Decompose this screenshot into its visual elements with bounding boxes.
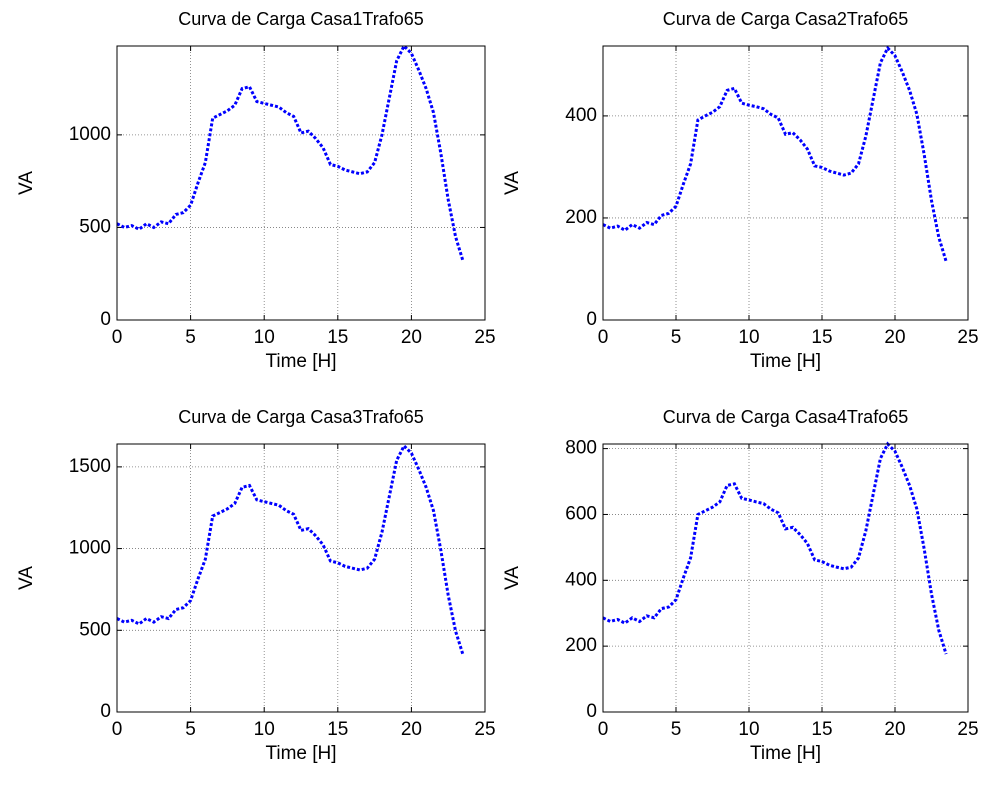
subplot: 0 5 10 15 20 25 0 500 1000 1500 Curva de Carga Cas… <box>16 407 496 764</box>
y-tick-label: 500 <box>79 216 111 237</box>
chart-title: Curva de Carga Casa3Trafo65 <box>178 407 423 427</box>
y-axis-label: VA <box>16 171 37 195</box>
y-tick-label: 200 <box>565 635 597 656</box>
x-tick-label: 15 <box>327 719 348 740</box>
x-tick-label: 0 <box>598 327 609 348</box>
y-tick-label: 1500 <box>69 456 111 477</box>
x-tick-label: 10 <box>738 327 759 348</box>
x-axis-label: Time [H] <box>265 743 336 764</box>
x-tick-label: 0 <box>598 719 609 740</box>
plot-area <box>117 444 485 712</box>
y-tick-label: 0 <box>586 309 597 330</box>
y-tick-label: 0 <box>100 701 111 722</box>
y-axis-label: VA <box>502 171 523 195</box>
x-tick-label: 25 <box>474 719 495 740</box>
x-tick-label: 5 <box>671 327 682 348</box>
x-tick-label: 25 <box>957 327 978 348</box>
x-tick-label: 0 <box>112 327 123 348</box>
data-line <box>602 45 948 262</box>
plot-area <box>603 46 968 320</box>
plot-area <box>603 444 968 712</box>
x-tick-label: 5 <box>671 719 682 740</box>
x-tick-label: 25 <box>474 327 495 348</box>
y-tick-label: 1000 <box>69 124 111 145</box>
x-tick-label: 20 <box>401 327 422 348</box>
x-tick-label: 20 <box>884 327 905 348</box>
data-line <box>602 441 948 655</box>
y-tick-label: 600 <box>565 503 597 524</box>
subplot: 0 5 10 15 20 25 0 200 400 600 800 Curva de Carga Ca… <box>502 407 979 764</box>
y-axis-label: VA <box>502 566 523 590</box>
axes-box <box>116 443 486 713</box>
x-tick-label: 10 <box>254 719 275 740</box>
x-tick-label: 5 <box>185 327 196 348</box>
y-axis-label: VA <box>16 566 37 590</box>
x-axis-label: Time [H] <box>750 743 821 764</box>
plot-area <box>117 46 485 320</box>
subplot: 0 5 10 15 20 25 0 200 400 Curva de Carga Casa2Tra… <box>502 9 979 372</box>
x-tick-label: 10 <box>254 327 275 348</box>
chart-title: Curva de Carga Casa4Trafo65 <box>663 407 908 427</box>
y-tick-label: 0 <box>586 701 597 722</box>
y-tick-label: 0 <box>100 309 111 330</box>
y-tick-label: 400 <box>565 569 597 590</box>
data-line <box>116 443 465 655</box>
x-tick-label: 20 <box>884 719 905 740</box>
y-tick-label: 800 <box>565 438 597 459</box>
subplot: 0 5 10 15 20 25 0 500 1000 Curva de Carga Casa1Tr… <box>16 9 496 372</box>
x-tick-label: 15 <box>811 719 832 740</box>
chart-title: Curva de Carga Casa1Trafo65 <box>178 9 423 29</box>
x-tick-label: 0 <box>112 719 123 740</box>
x-axis-label: Time [H] <box>265 351 336 372</box>
x-tick-label: 15 <box>327 327 348 348</box>
x-tick-label: 20 <box>401 719 422 740</box>
x-tick-label: 15 <box>811 327 832 348</box>
y-tick-label: 500 <box>79 619 111 640</box>
x-tick-label: 25 <box>957 719 978 740</box>
data-line <box>116 43 465 262</box>
chart-title: Curva de Carga Casa2Trafo65 <box>663 9 908 29</box>
y-tick-label: 400 <box>565 105 597 126</box>
y-tick-label: 200 <box>565 207 597 228</box>
axes-box <box>602 45 969 321</box>
axes-box <box>116 45 486 321</box>
x-tick-label: 5 <box>185 719 196 740</box>
x-tick-label: 10 <box>738 719 759 740</box>
axes-box <box>602 443 969 713</box>
x-axis-label: Time [H] <box>750 351 821 372</box>
y-tick-label: 1000 <box>69 538 111 559</box>
